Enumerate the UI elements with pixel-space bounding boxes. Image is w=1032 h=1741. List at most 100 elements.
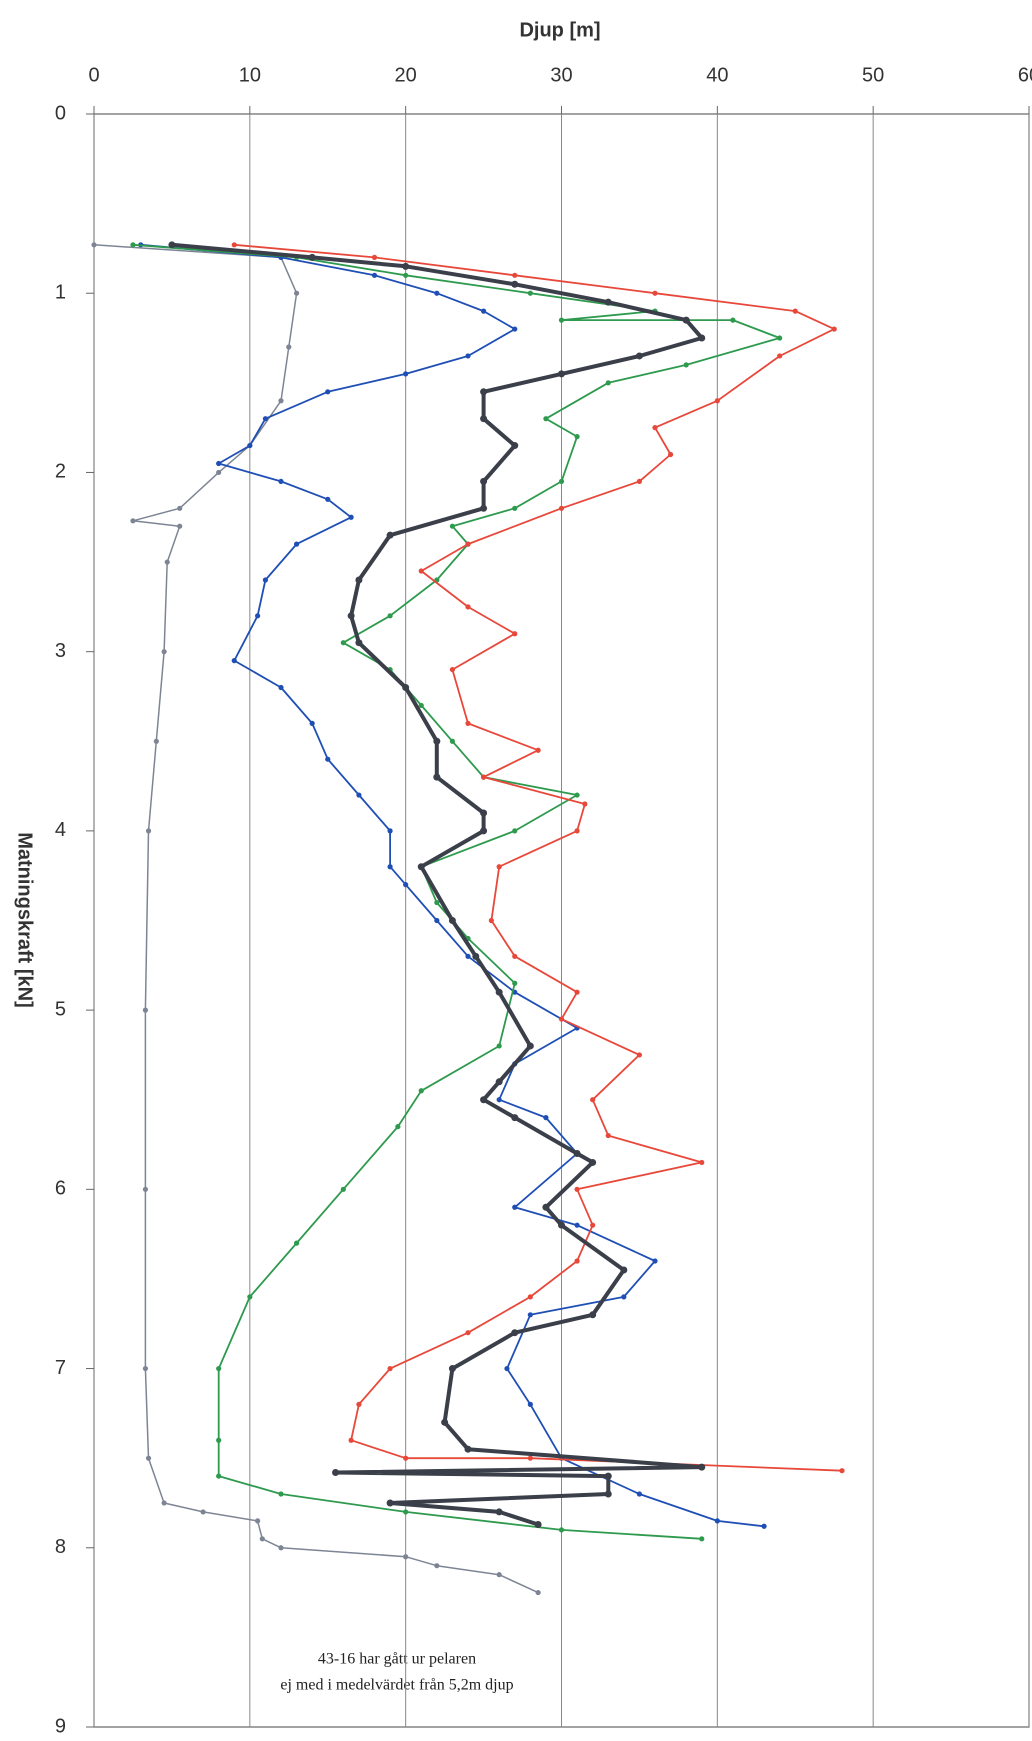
data-point <box>348 514 354 520</box>
y-tick-label: 1 <box>55 282 66 304</box>
data-point <box>511 1114 519 1122</box>
data-point <box>512 1204 518 1210</box>
data-point <box>543 416 549 422</box>
data-point <box>293 290 300 296</box>
data-point <box>621 1294 627 1300</box>
data-point <box>667 451 674 458</box>
data-point <box>839 1468 845 1474</box>
data-point <box>91 242 97 248</box>
data-point <box>620 1266 628 1274</box>
data-point <box>495 988 503 996</box>
data-point <box>325 756 331 762</box>
annotation: 43-16 har gått ur pelaren <box>318 1651 476 1668</box>
data-point <box>480 504 488 512</box>
annotation: ej med i medelvärdet från 5,2m djup <box>280 1677 513 1694</box>
data-point <box>574 989 580 995</box>
data-point <box>347 612 355 620</box>
data-point <box>831 326 837 332</box>
data-point <box>259 1536 265 1542</box>
y-tick-label: 7 <box>55 1357 66 1379</box>
data-point <box>465 720 471 726</box>
data-point <box>278 398 284 404</box>
data-point <box>325 496 331 502</box>
data-point <box>496 1097 502 1103</box>
data-point <box>231 658 237 664</box>
data-point <box>543 1115 549 1121</box>
data-point <box>130 242 136 248</box>
data-point <box>465 353 471 359</box>
data-point <box>699 1536 705 1542</box>
data-point <box>574 1186 580 1192</box>
data-point <box>340 640 346 646</box>
data-point <box>635 352 643 360</box>
data-point <box>527 1294 533 1300</box>
data-point <box>216 1473 222 1479</box>
x-tick-label: 20 <box>395 64 417 86</box>
data-point <box>465 604 471 610</box>
data-point <box>371 272 378 278</box>
y-tick-label: 6 <box>55 1178 66 1200</box>
data-point <box>574 434 580 440</box>
data-point <box>441 1418 449 1426</box>
data-point <box>574 1258 580 1264</box>
data-point <box>792 308 798 314</box>
data-point <box>278 1491 284 1497</box>
data-point <box>255 1518 261 1524</box>
data-point <box>496 1572 502 1578</box>
data-point <box>142 1186 149 1192</box>
data-point <box>418 568 424 574</box>
data-point <box>480 415 488 423</box>
data-point <box>403 1509 409 1515</box>
data-point <box>574 1222 580 1228</box>
x-tick-label: 40 <box>706 64 728 86</box>
data-point <box>590 1222 596 1228</box>
data-point <box>512 828 518 834</box>
y-tick-label: 0 <box>55 102 66 124</box>
data-point <box>309 720 315 726</box>
data-point <box>558 1016 565 1022</box>
data-point <box>512 505 518 511</box>
data-point <box>652 425 658 431</box>
data-point <box>682 316 690 324</box>
data-point <box>418 1088 424 1094</box>
data-point <box>534 1520 542 1528</box>
data-point <box>286 344 292 350</box>
data-point <box>590 1097 596 1103</box>
data-point <box>636 1491 643 1497</box>
data-point <box>168 241 176 249</box>
data-point <box>231 242 237 248</box>
data-point <box>293 541 300 547</box>
data-point <box>511 280 519 288</box>
data-point <box>558 478 565 485</box>
data-point <box>433 737 441 745</box>
series-line <box>234 243 843 1472</box>
data-point <box>761 1523 767 1529</box>
data-point <box>589 1158 597 1166</box>
data-point <box>495 1508 503 1516</box>
data-point <box>730 317 736 323</box>
data-point <box>527 1401 533 1407</box>
data-point <box>480 477 488 485</box>
data-point <box>418 702 424 709</box>
data-point <box>495 1078 503 1086</box>
y-tick-label: 8 <box>55 1536 66 1558</box>
data-point <box>433 773 441 781</box>
data-point <box>480 388 488 396</box>
data-point <box>278 478 284 485</box>
data-point <box>402 684 410 692</box>
data-point <box>527 1312 533 1318</box>
data-point <box>464 1445 472 1453</box>
data-point <box>449 523 456 529</box>
data-point <box>472 952 480 960</box>
data-point <box>403 1554 409 1560</box>
data-point <box>683 362 689 368</box>
data-point <box>434 899 440 906</box>
data-point <box>371 254 378 260</box>
data-point <box>145 1455 152 1461</box>
y-tick-label: 5 <box>55 998 66 1020</box>
data-point <box>480 809 488 817</box>
data-point <box>488 917 494 924</box>
data-point <box>434 1563 440 1569</box>
data-point <box>652 1258 658 1264</box>
data-point <box>177 523 183 529</box>
